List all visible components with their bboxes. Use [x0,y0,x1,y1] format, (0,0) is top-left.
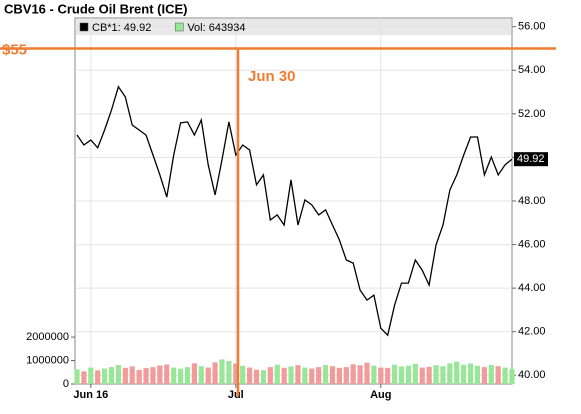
y-tick-label: 2000000 [26,331,69,343]
volume-bar [191,363,197,384]
volume-bar [260,370,267,384]
volume-bar [405,365,412,384]
volume-bar [329,366,336,384]
volume-bar [412,363,418,384]
volume-bar [74,369,80,384]
volume-bar [357,365,363,384]
volume-bar [322,364,329,384]
volume-bar [247,367,253,384]
volume-bar [467,363,474,384]
y2-tick-label: 46.00 [518,238,546,250]
volume-bar [281,367,287,384]
x-tick-label: Aug [370,389,391,401]
volume-bar [205,367,211,384]
last-value-label: 49.92 [517,153,545,165]
volume-bar [102,368,108,384]
volume-bar [171,367,177,384]
volume-bar [426,366,432,384]
volume-bar [267,367,273,384]
volume-bar [164,364,170,384]
annotation-label: Jun 30 [248,68,296,85]
volume-bar [150,367,156,384]
volume-bar [343,367,349,384]
volume-bar [219,359,225,384]
y2-tick-label: 56.00 [518,21,546,33]
volume-bar [398,366,405,384]
volume-bar [212,362,218,384]
volume-bar [115,364,122,384]
volume-bar [419,367,425,384]
volume-bar [129,366,135,384]
volume-bar [440,366,446,384]
volume-bar [136,369,142,384]
legend-label: Vol: 643934 [187,22,245,34]
volume-bar [122,367,128,384]
x-tick-label: Jul [228,389,244,401]
legend-swatch [79,22,89,32]
y-tick-label: 0 [63,378,69,390]
volume-bar [288,366,294,384]
volume-bar [454,361,460,384]
y2-tick-label: 42.00 [518,326,546,338]
y2-tick-label: 40.00 [518,369,546,381]
legend-swatch [175,22,184,32]
volume-bar [336,367,342,384]
volume-bar [177,368,184,384]
volume-bar [198,366,204,384]
volume-bar [447,363,453,384]
volume-bar [157,365,163,384]
volume-bar [502,367,508,384]
volume-bar [81,371,87,384]
volume-bar [495,366,501,384]
volume-bar [385,367,391,384]
volume-bar [309,368,315,384]
volume-bar [143,368,149,384]
volume-bar [295,365,301,384]
x-tick-label: Jun 16 [73,389,108,401]
volume-bar [95,370,101,384]
y2-tick-label: 44.00 [518,282,546,294]
legend-label: CB*1: 49.92 [92,22,151,34]
volume-bar [481,367,487,384]
volume-bar [240,365,246,384]
chart-title: CBV16 - Crude Oil Brent (ICE) [4,1,187,16]
y-tick-label: 1000000 [26,354,69,366]
volume-bar [226,361,232,384]
volume-bar [392,364,398,384]
price-line [76,85,513,337]
volume-bar [433,365,439,384]
volume-bar [378,367,384,384]
volume-bar [474,365,481,384]
volume-bar [302,367,308,384]
volume-bar [364,362,370,384]
volume-bar [350,364,356,384]
volume-bar [461,364,467,384]
volume-bar [509,368,515,384]
volume-bar [316,367,322,384]
annotation-label: $55 [2,41,27,58]
y2-tick-label: 48.00 [518,195,546,207]
volume-bar [233,363,239,384]
last-value-box [514,152,548,167]
volume-bar [371,365,377,384]
volume-bar [274,364,280,384]
y2-tick-label: 54.00 [518,64,546,76]
volume-bar [88,367,94,384]
y2-tick-label: 52.00 [518,108,546,120]
volume-bar [253,369,260,384]
volume-bar [184,367,191,384]
volume-bar [108,367,115,384]
volume-bar [488,364,494,384]
